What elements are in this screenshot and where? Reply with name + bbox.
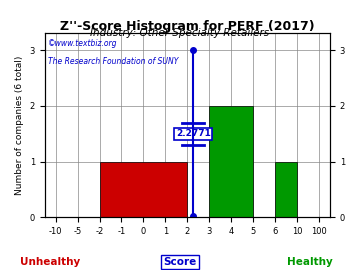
Text: The Research Foundation of SUNY: The Research Foundation of SUNY <box>48 57 178 66</box>
Text: Unhealthy: Unhealthy <box>20 256 81 266</box>
Text: Score: Score <box>163 256 197 266</box>
Bar <box>209 106 253 217</box>
Text: Healthy: Healthy <box>287 256 333 266</box>
Bar <box>99 162 187 217</box>
Title: Z''-Score Histogram for PERF (2017): Z''-Score Histogram for PERF (2017) <box>60 21 315 33</box>
Bar <box>275 162 297 217</box>
Text: ©www.textbiz.org: ©www.textbiz.org <box>48 39 117 48</box>
Text: Industry: Other Specialty Retailers: Industry: Other Specialty Retailers <box>90 28 270 38</box>
Text: 2.2771: 2.2771 <box>176 129 211 138</box>
Y-axis label: Number of companies (6 total): Number of companies (6 total) <box>15 56 24 195</box>
